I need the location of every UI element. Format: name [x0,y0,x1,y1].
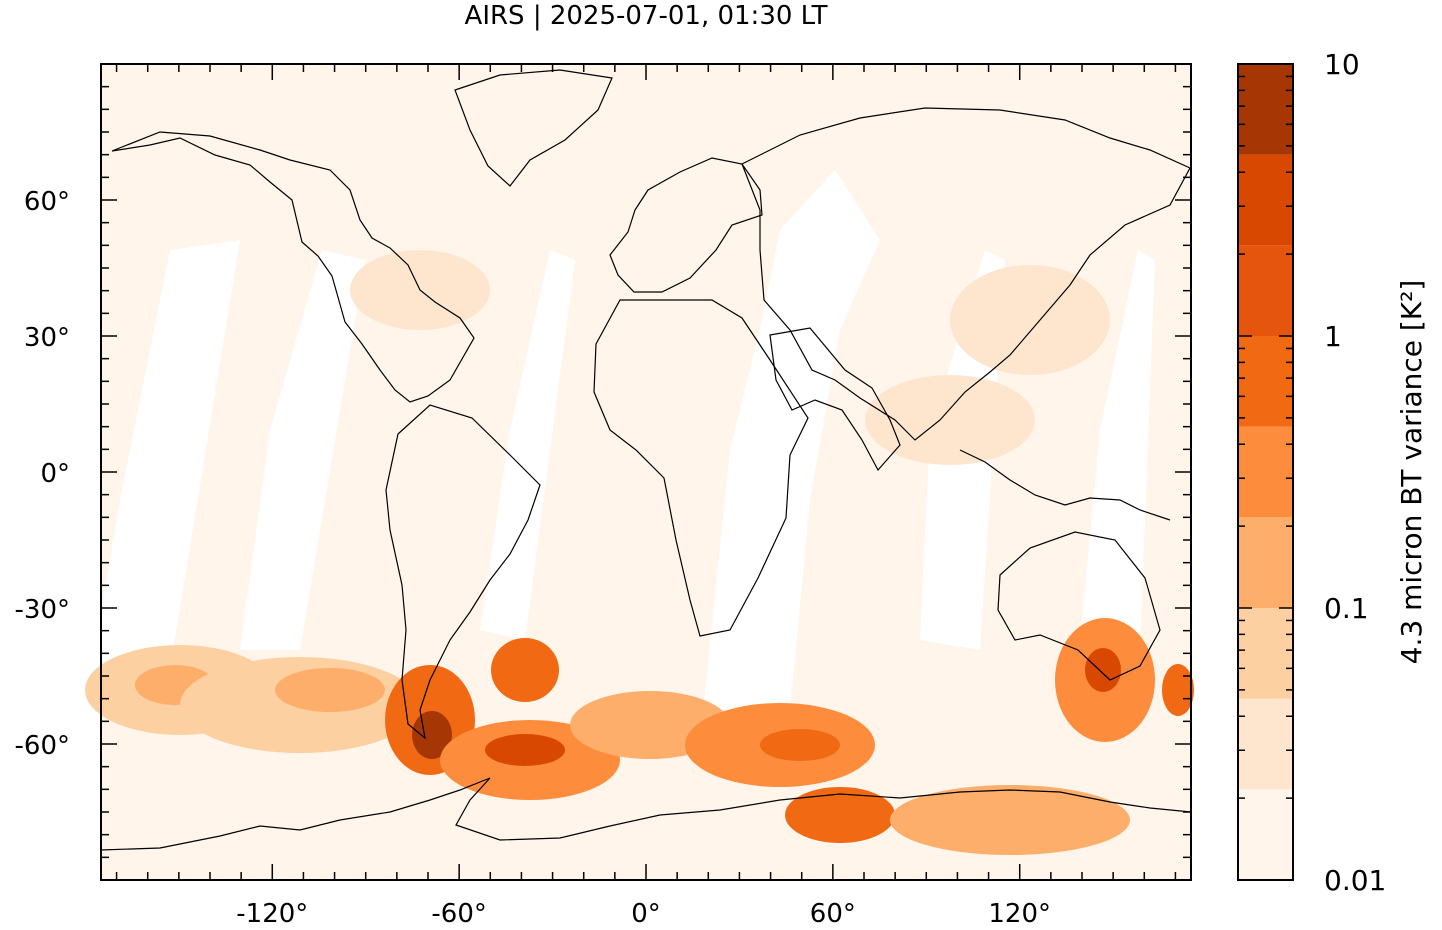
lon-tick-label: 0° [631,899,661,929]
colorbar-bin [1238,64,1293,155]
coastline-antarctica [100,777,1192,851]
hotspot-southern-ocean-west-core [275,668,385,712]
orbit-gap-6 [1080,250,1155,650]
coastline-australia [997,531,1161,681]
coastline-arabia-india [769,327,901,472]
colorbar-frame [1237,63,1294,881]
lon-tick-label: 60° [810,899,856,929]
coastlines [100,69,1192,851]
lat-tick-label: -60° [15,731,70,761]
colorbar-bin [1238,789,1293,880]
colorbar-bin [1238,245,1293,336]
coastline-south-america [385,404,541,740]
colorbar-tick-label: 0.01 [1324,864,1386,897]
hotspot-kerguelen [785,787,895,843]
orbit-gap-3 [480,250,575,640]
coastline-north-america [111,131,475,403]
colorbar-label: 4.3 micron BT variance [K²] [1395,280,1428,665]
colorbar: 10 1 0.1 0.01 4.3 micron BT variance [K²] [1237,48,1428,897]
map-title: AIRS | 2025-07-01, 01:30 LT [465,1,828,31]
hotspot-drake-passage-core [485,734,565,766]
colorbar-tick-label: 0.1 [1324,592,1369,625]
hotspot-new-zealand [1162,664,1194,716]
hotspot-east-antarctic-margin [890,785,1130,855]
longitude-axis: -120° -60° 0° 60° 120° [115,64,1177,929]
colorbar-bin [1238,154,1293,246]
coastline-asia [741,107,1191,441]
latitude-axis: 60° 30° 0° -30° -60° [15,63,1191,881]
map-panel: 60° 30° 0° -30° -60° -120° -60° 0° 60° 120° [15,63,1194,929]
hotspot-north-pacific-weak [950,265,1110,375]
hotspot-indian-ocean-core [760,729,840,761]
lat-tick-label: 0° [40,459,70,489]
orbit-gap-1 [100,240,240,700]
lat-tick-label: 60° [24,187,70,217]
orbit-gap-2 [240,250,365,650]
colorbar-bin [1238,426,1293,518]
hotspot-tasmania-core [1085,648,1121,692]
colorbar-bin [1238,608,1293,699]
variance-hotspots [85,250,1194,855]
colorbar-tick-label: 1 [1324,320,1342,353]
colorbar-bin [1238,336,1293,427]
hotspot-tropical-asia-weak [865,375,1035,465]
coastline-maritime-continent [959,449,1171,521]
colorbar-tick-label: 10 [1324,48,1360,81]
lon-tick-label: 120° [988,899,1051,929]
lon-tick-label: -60° [431,899,486,929]
coastline-africa [593,299,809,637]
colorbar-ticks: 10 1 0.1 0.01 [1238,48,1386,897]
colorbar-bin [1238,698,1293,790]
hotspot-south-atlantic-north [491,638,559,702]
coastline-europe [609,157,763,293]
colorbar-bins [1238,64,1293,880]
lon-tick-label: -120° [236,899,308,929]
coastline-greenland [454,69,613,187]
lat-tick-label: -30° [15,595,70,625]
lat-tick-label: 30° [24,323,70,353]
colorbar-bin [1238,517,1293,608]
